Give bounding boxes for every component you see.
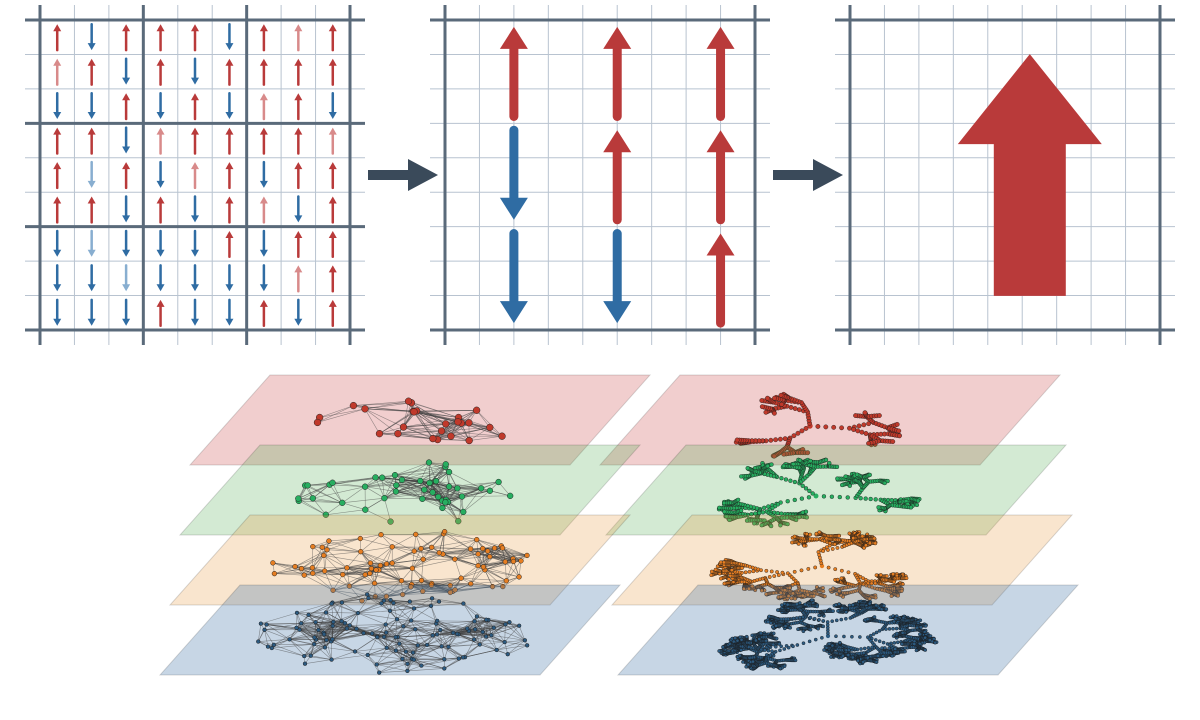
transition-arrow <box>773 159 843 191</box>
lattice-panel <box>430 5 770 345</box>
layer-stacks <box>160 375 1078 675</box>
diagram-canvas <box>0 0 1200 720</box>
lattice-panel <box>25 5 365 345</box>
right-layer <box>618 585 1078 675</box>
left-layer <box>160 585 620 675</box>
transition-arrow <box>368 159 438 191</box>
lattice-panel <box>835 5 1175 345</box>
